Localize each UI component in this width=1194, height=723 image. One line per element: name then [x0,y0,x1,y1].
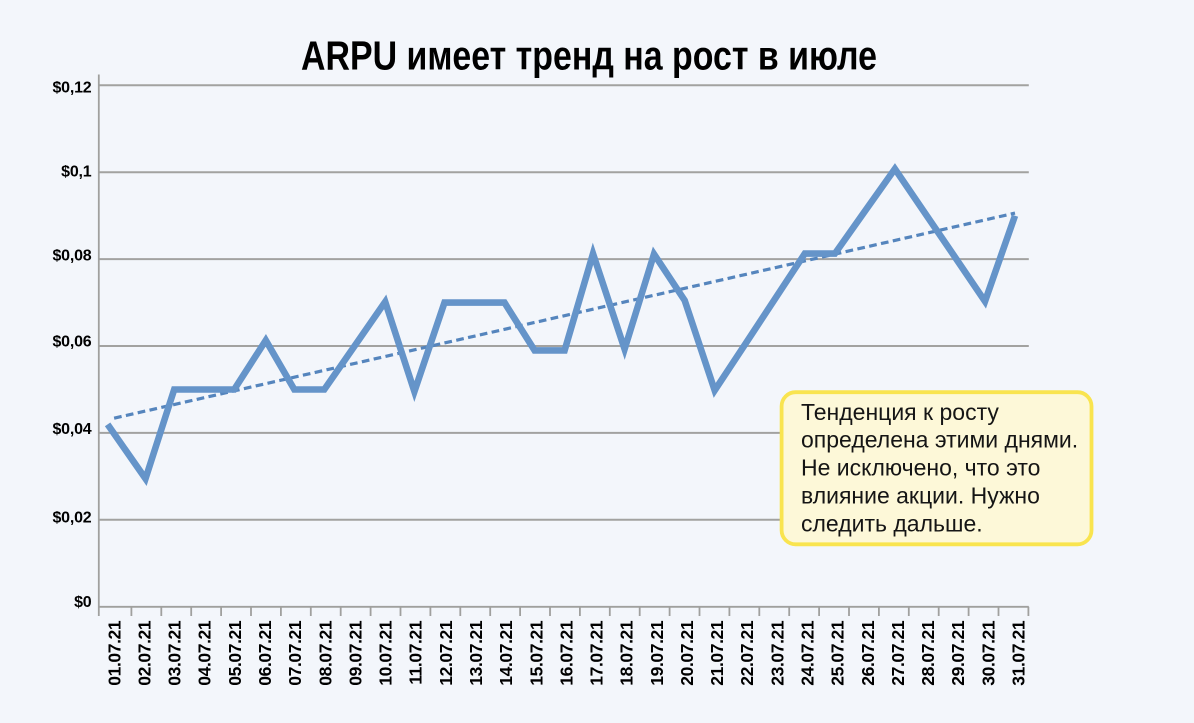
svg-text:01.07.21: 01.07.21 [104,620,124,686]
svg-text:26.07.21: 26.07.21 [858,620,878,686]
svg-text:13.07.21: 13.07.21 [466,620,486,686]
svg-text:11.07.21: 11.07.21 [406,620,426,685]
svg-text:$0,06: $0,06 [52,333,91,350]
svg-text:06.07.21: 06.07.21 [255,620,275,686]
svg-text:04.07.21: 04.07.21 [195,620,215,686]
svg-text:определена этими днями.: определена этими днями. [801,427,1078,453]
svg-text:15.07.21: 15.07.21 [526,620,546,686]
svg-text:$0,02: $0,02 [52,509,91,526]
svg-text:$0,1: $0,1 [61,164,92,181]
svg-text:22.07.21: 22.07.21 [737,620,757,686]
svg-text:23.07.21: 23.07.21 [767,620,787,686]
svg-text:$0,04: $0,04 [52,421,91,438]
svg-text:28.07.21: 28.07.21 [918,620,938,686]
svg-text:30.07.21: 30.07.21 [978,620,998,686]
svg-text:17.07.21: 17.07.21 [587,620,607,686]
svg-text:14.07.21: 14.07.21 [496,620,516,686]
svg-text:24.07.21: 24.07.21 [798,620,818,686]
svg-text:31.07.21: 31.07.21 [1009,620,1029,686]
svg-text:Не исключено, что это: Не исключено, что это [801,455,1040,481]
svg-text:$0: $0 [74,594,92,611]
svg-text:влияние акции. Нужно: влияние акции. Нужно [801,483,1040,509]
svg-text:$0,12: $0,12 [52,79,91,96]
svg-text:27.07.21: 27.07.21 [888,620,908,686]
svg-text:следить дальше.: следить дальше. [801,510,983,536]
svg-text:ARPU имеет тренд на рост в июл: ARPU имеет тренд на рост в июле [301,32,877,78]
svg-text:16.07.21: 16.07.21 [556,620,576,686]
svg-text:$0,08: $0,08 [52,247,91,264]
svg-text:20.07.21: 20.07.21 [677,620,697,686]
svg-text:05.07.21: 05.07.21 [225,620,245,686]
svg-text:18.07.21: 18.07.21 [617,620,637,686]
svg-text:09.07.21: 09.07.21 [345,620,365,686]
svg-text:07.07.21: 07.07.21 [285,620,305,686]
svg-text:03.07.21: 03.07.21 [165,620,185,686]
svg-text:29.07.21: 29.07.21 [948,620,968,686]
svg-text:12.07.21: 12.07.21 [436,620,456,686]
svg-text:Тенденция к росту: Тенденция к росту [801,399,999,425]
svg-text:08.07.21: 08.07.21 [315,620,335,686]
svg-text:21.07.21: 21.07.21 [707,620,727,686]
svg-text:25.07.21: 25.07.21 [828,620,848,686]
svg-text:10.07.21: 10.07.21 [376,620,396,686]
svg-text:02.07.21: 02.07.21 [134,620,154,686]
svg-text:19.07.21: 19.07.21 [647,620,667,686]
